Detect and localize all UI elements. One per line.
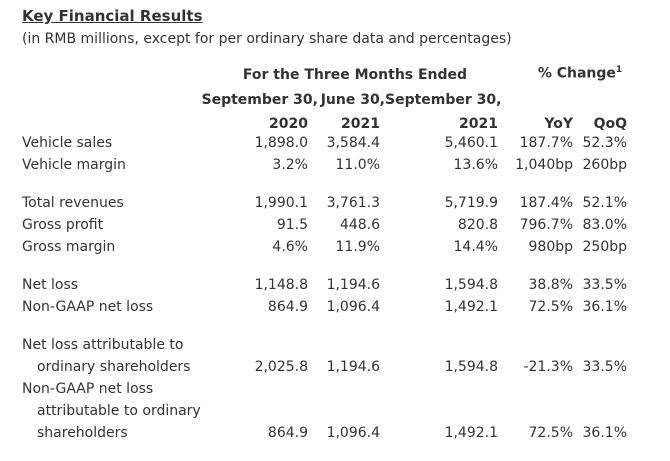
page-subtitle: (in RMB millions, except for per ordinar… [22,31,512,47]
header-col1-date: September 30, [201,92,318,108]
cell-col3: 5,460.1 [444,135,498,151]
cell-qoq: 52.3% [582,135,627,151]
cell-col3: 1,594.8 [444,359,498,375]
cell-col2: 11.0% [335,157,380,173]
row-label-line3: shareholders [37,425,128,441]
cell-col1: 4.6% [272,239,308,255]
row-label: Net loss [22,277,79,293]
cell-col1: 3.2% [272,157,308,173]
cell-qoq: 36.1% [582,299,627,315]
row-label-line2: ordinary shareholders [37,359,191,375]
cell-col2: 3,761.3 [326,195,380,211]
cell-col2: 11.9% [335,239,380,255]
cell-yoy: 980bp [528,239,574,255]
cell-yoy: 72.5% [528,299,573,315]
row-label: Vehicle sales [22,135,113,151]
row-label: Total revenues [22,195,124,211]
cell-col2: 1,194.6 [326,277,380,293]
cell-col3: 1,492.1 [444,299,498,315]
row-label: Gross profit [22,217,104,233]
cell-col3: 13.6% [453,157,498,173]
header-qoq: QoQ [593,116,627,132]
cell-yoy: 38.8% [528,277,573,293]
cell-col2: 448.6 [339,217,380,233]
cell-col3: 1,594.8 [444,277,498,293]
cell-yoy: 1,040bp [515,157,573,173]
header-col1-year: 2020 [269,116,308,132]
row-label-line1: Non-GAAP net loss [22,381,154,397]
cell-col1: 864.9 [267,299,308,315]
header-col2-year: 2021 [341,116,380,132]
header-three-months-ended: For the Three Months Ended [242,67,468,83]
row-label-line2: attributable to ordinary [37,403,201,419]
cell-yoy: 72.5% [528,425,573,441]
cell-col1: 91.5 [276,217,308,233]
cell-col3: 820.8 [457,217,498,233]
cell-qoq: 250bp [582,239,628,255]
cell-qoq: 33.5% [582,277,627,293]
row-label: Non-GAAP net loss [22,299,154,315]
header-col3-date: September 30, [385,92,502,108]
cell-col2: 1,096.4 [326,425,380,441]
header-col2-date: June 30, [320,92,385,108]
cell-qoq: 33.5% [582,359,627,375]
cell-col1: 864.9 [267,425,308,441]
cell-col1: 1,148.8 [254,277,308,293]
header-col3-year: 2021 [459,116,498,132]
header-yoy: YoY [544,116,573,132]
row-label: Gross margin [22,239,116,255]
cell-col1: 2,025.8 [254,359,308,375]
cell-col1: 1,990.1 [254,195,308,211]
cell-qoq: 83.0% [582,217,627,233]
cell-yoy: -21.3% [523,359,573,375]
cell-col3: 5,719.9 [444,195,498,211]
cell-yoy: 187.7% [519,135,573,151]
page-title: Key Financial Results [22,7,203,25]
cell-col1: 1,898.0 [254,135,308,151]
header-pct-change: % Change1 [520,65,640,82]
cell-qoq: 260bp [582,157,628,173]
cell-yoy: 796.7% [519,217,573,233]
row-label: Vehicle margin [22,157,126,173]
cell-col2: 3,584.4 [326,135,380,151]
cell-qoq: 36.1% [582,425,627,441]
header-pct-change-footnote: 1 [615,65,623,75]
cell-col2: 1,194.6 [326,359,380,375]
row-label-line1: Net loss attributable to [22,337,184,353]
cell-yoy: 187.4% [519,195,573,211]
cell-col3: 1,492.1 [444,425,498,441]
cell-col3: 14.4% [453,239,498,255]
cell-col2: 1,096.4 [326,299,380,315]
cell-qoq: 52.1% [582,195,627,211]
header-pct-change-label: % Change [537,65,616,82]
